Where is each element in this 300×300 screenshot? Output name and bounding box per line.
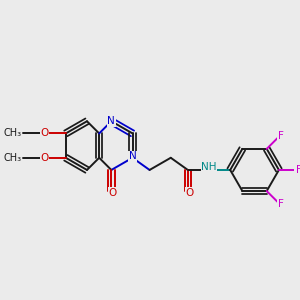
Text: CH₃: CH₃ bbox=[4, 153, 22, 163]
Text: O: O bbox=[40, 128, 49, 138]
Text: F: F bbox=[278, 200, 284, 209]
Text: N: N bbox=[107, 116, 115, 126]
Text: O: O bbox=[109, 188, 117, 198]
Text: O: O bbox=[40, 153, 49, 163]
Text: F: F bbox=[278, 130, 284, 140]
Text: CH₃: CH₃ bbox=[4, 128, 22, 138]
Text: F: F bbox=[296, 165, 300, 175]
Text: NH: NH bbox=[201, 162, 217, 172]
Text: N: N bbox=[129, 151, 136, 161]
Text: O: O bbox=[185, 188, 194, 198]
